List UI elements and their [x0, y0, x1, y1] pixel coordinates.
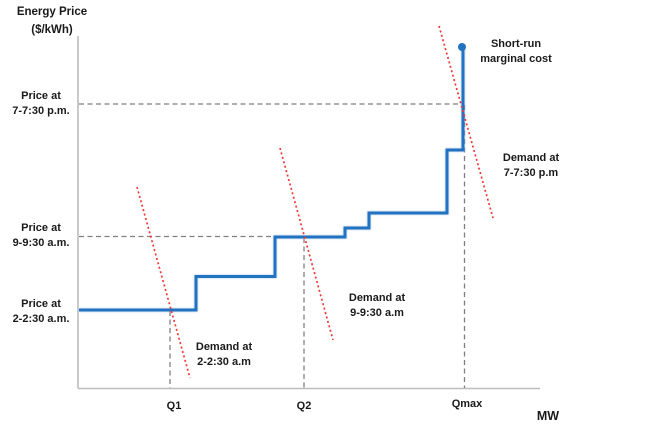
price-label-line1: Price at: [21, 90, 61, 102]
demand-label-2-230am: Demand at 2-2:30 a.m: [170, 340, 278, 369]
price-label-line2: 9-9:30 a.m.: [12, 236, 70, 249]
supply-endpoint-dot: [458, 43, 466, 51]
supply-label-line1: Short-run: [490, 38, 542, 50]
price-label-line2: 7-7:30 p.m.: [12, 104, 70, 117]
x-tick-q2: Q2: [296, 400, 312, 412]
price-label-line1: Price at: [21, 298, 61, 310]
demand-label-line2: 9-9:30 a.m: [350, 306, 404, 319]
demand-label-line1: Demand at: [348, 292, 406, 304]
demand-label-line2: 7-7:30 p.m: [503, 166, 559, 179]
price-label-7-730pm: Price at 7-7:30 p.m.: [0, 89, 82, 118]
demand-label-line2: 2-2:30 a.m: [197, 355, 251, 368]
y-axis-title-line2: ($/kWh): [31, 23, 73, 36]
price-label-line2: 2-2:30 a.m.: [12, 312, 70, 325]
x-axis-title: MW: [536, 409, 560, 423]
y-axis-title-line1: Energy Price: [16, 6, 88, 18]
demand-label-line1: Demand at: [502, 152, 560, 164]
supply-curve: [79, 47, 465, 312]
demand-curve: [279, 147, 334, 341]
demand-label-9-930am: Demand at 9-9:30 a.m: [323, 291, 431, 320]
supply-curve-label: Short-run marginal cost: [462, 37, 570, 66]
demand-curve: [438, 25, 494, 219]
price-label-9-930am: Price at 9-9:30 a.m.: [0, 221, 82, 250]
supply-label-line2: marginal cost: [480, 52, 552, 65]
x-tick-qmax: Qmax: [451, 398, 483, 410]
price-label-line1: Price at: [21, 222, 61, 234]
demand-label-line1: Demand at: [195, 341, 253, 353]
price-label-2-230am: Price at 2-2:30 a.m.: [0, 297, 82, 326]
y-axis-title: Energy Price ($/kWh): [6, 4, 98, 39]
demand-label-7-730pm: Demand at 7-7:30 p.m: [477, 151, 585, 180]
x-tick-q1: Q1: [166, 400, 182, 412]
demand-curve: [136, 186, 191, 379]
